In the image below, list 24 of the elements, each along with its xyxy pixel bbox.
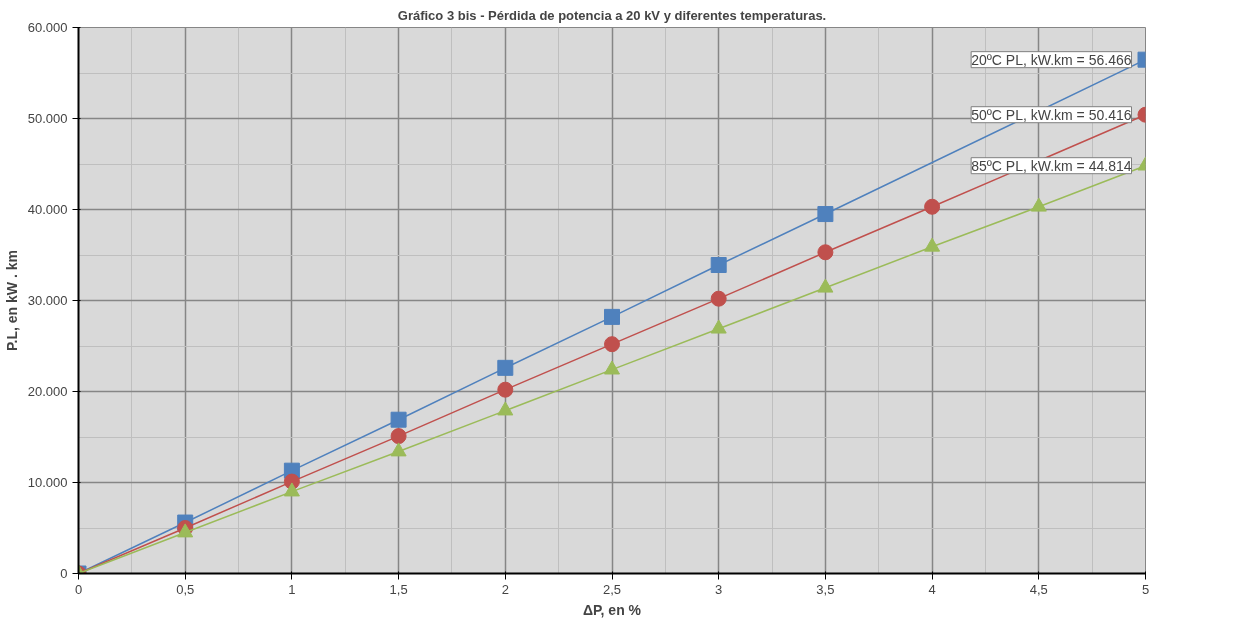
y-tick-label: 20.000 (27, 384, 68, 399)
x-tick-label: 4 (928, 581, 936, 597)
y-tick-label: 0 (60, 566, 68, 581)
y-axis-title: P.L, en kW . km (3, 250, 20, 351)
y-tick-label: 50.000 (27, 111, 68, 126)
x-tick-label: 2 (501, 581, 509, 597)
data-label: 50ºC PL, kW.km = 50.416 (971, 106, 1132, 123)
y-tick-label: 10.000 (27, 475, 68, 490)
x-tick-label: 4,5 (1029, 581, 1048, 597)
y-tick-label: 40.000 (27, 202, 68, 217)
x-tick-label: 2,5 (602, 581, 622, 597)
x-tick-label: 1,5 (389, 581, 408, 597)
data-label: 20ºC PL, kW.km = 56.466 (971, 51, 1132, 68)
x-tick-label: 5 (1141, 581, 1150, 597)
x-tick-label: 3,5 (816, 581, 835, 597)
chart-title: Gráfico 3 bis - Pérdida de potencia a 20 kV y diferentes temperaturas. (397, 7, 827, 23)
y-tick-label: 60.000 (27, 20, 68, 35)
y-tick-label: 30.000 (27, 293, 68, 308)
x-tick-label: 0,5 (176, 581, 195, 597)
x-axis-title: ΔP, en % (582, 601, 642, 618)
x-tick-label: 1 (288, 581, 296, 597)
x-tick-label: 0 (74, 581, 83, 597)
x-tick-label: 3 (715, 581, 723, 597)
data-label: 85ºC PL, kW.km = 44.814 (971, 157, 1132, 174)
